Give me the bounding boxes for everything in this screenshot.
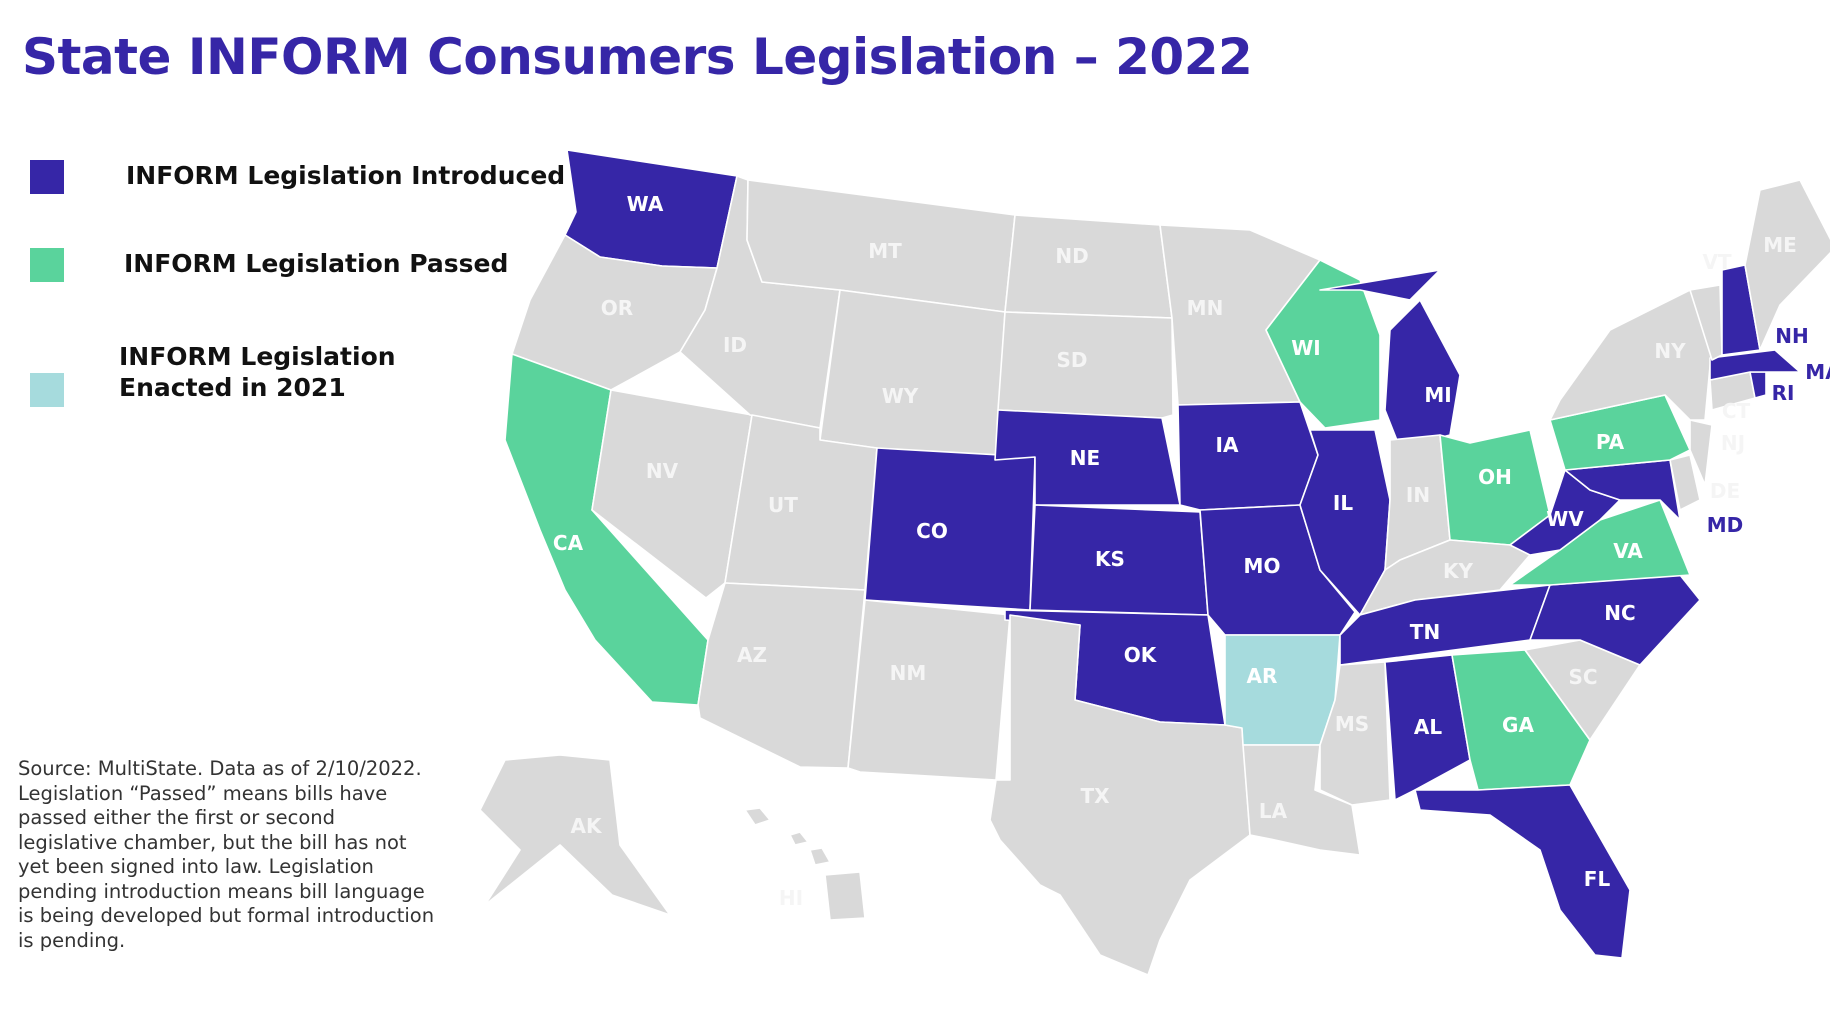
state-label-md: MD [1707, 513, 1744, 537]
state-label-ma: MA [1805, 360, 1830, 384]
state-label-sc: SC [1568, 665, 1597, 689]
state-label-nd: ND [1055, 244, 1088, 268]
state-label-fl: FL [1584, 867, 1611, 891]
legend-swatch-introduced [30, 160, 64, 194]
state-label-ok: OK [1124, 643, 1158, 667]
state-label-id: ID [723, 333, 747, 357]
state-label-mt: MT [868, 239, 902, 263]
state-ak [479, 754, 671, 916]
state-label-va: VA [1613, 539, 1643, 563]
state-label-wy: WY [882, 384, 919, 408]
state-label-ks: KS [1095, 547, 1125, 571]
state-label-la: LA [1259, 799, 1288, 823]
page-title: State INFORM Consumers Legislation – 202… [22, 28, 1253, 86]
state-label-mi: MI [1424, 383, 1451, 407]
state-label-hi: HI [779, 886, 803, 910]
state-wy [819, 289, 1006, 466]
state-me [1744, 179, 1830, 351]
us-map: WA OR CA NV ID MT WY UT AZ CO NM ND SD NE KS OK TX MN IA MO… [479, 149, 1830, 976]
state-ny [1549, 289, 1713, 421]
state-label-wv: WV [1546, 507, 1584, 531]
state-label-nj: NJ [1721, 431, 1745, 455]
state-label-in: IN [1406, 483, 1430, 507]
state-label-tx: TX [1080, 784, 1110, 808]
state-label-wi: WI [1291, 336, 1321, 360]
state-label-il: IL [1333, 491, 1353, 515]
state-label-co: CO [916, 519, 948, 543]
state-label-ca: CA [553, 531, 584, 555]
state-label-nc: NC [1604, 601, 1635, 625]
state-label-tn: TN [1410, 620, 1440, 644]
legend-item-passed: INFORM Legislation Passed [30, 248, 508, 282]
state-la [1242, 744, 1361, 856]
state-label-mn: MN [1187, 296, 1224, 320]
legend-swatch-enacted [30, 373, 64, 407]
state-label-wa: WA [627, 192, 664, 216]
state-fl [1414, 784, 1631, 959]
legend-label-passed: INFORM Legislation Passed [124, 249, 509, 278]
state-label-or: OR [601, 296, 633, 320]
legend-label-introduced: INFORM Legislation Introduced [126, 161, 566, 190]
state-label-ne: NE [1070, 446, 1100, 470]
state-label-ct: CT [1722, 399, 1751, 423]
state-label-az: AZ [737, 643, 767, 667]
state-label-ar: AR [1247, 664, 1278, 688]
state-label-sd: SD [1056, 348, 1087, 372]
legend-label-enacted: INFORM Legislation Enacted in 2021 [119, 342, 396, 402]
state-label-ak: AK [571, 814, 603, 838]
state-sd [997, 311, 1174, 419]
state-label-ut: UT [768, 493, 798, 517]
state-mi [1319, 269, 1461, 449]
state-ar [1224, 634, 1341, 746]
state-nm [847, 599, 1011, 781]
state-hi [744, 807, 866, 921]
state-al [1384, 654, 1471, 801]
state-label-de: DE [1710, 479, 1740, 503]
state-ia [1177, 401, 1319, 511]
state-label-me: ME [1763, 233, 1797, 257]
state-label-vt: VT [1702, 250, 1731, 274]
state-nj [1689, 419, 1713, 486]
state-nv [591, 389, 753, 599]
state-label-ms: MS [1335, 712, 1369, 736]
state-label-ia: IA [1216, 433, 1239, 457]
state-de [1669, 454, 1701, 511]
state-label-nm: NM [890, 661, 927, 685]
state-label-pa: PA [1596, 430, 1625, 454]
state-label-nv: NV [646, 459, 679, 483]
legend-swatch-passed [30, 248, 64, 282]
source-note: Source: MultiState. Data as of 2/10/2022… [18, 757, 435, 952]
state-tx [989, 614, 1251, 976]
state-label-al: AL [1414, 715, 1442, 739]
legend-item-introduced: INFORM Legislation Introduced [30, 160, 565, 194]
state-label-mo: MO [1244, 554, 1281, 578]
state-co [864, 447, 1036, 611]
state-label-ga: GA [1502, 713, 1534, 737]
state-ms [1319, 661, 1391, 806]
state-wi [1265, 259, 1381, 429]
state-label-ri: RI [1772, 381, 1795, 405]
legend-item-enacted: INFORM Legislation Enacted in 2021 [30, 342, 459, 407]
state-label-ny: NY [1654, 339, 1686, 363]
state-ma [1709, 349, 1801, 381]
state-az [697, 582, 866, 769]
state-label-oh: OH [1478, 465, 1512, 489]
state-label-nh: NH [1775, 324, 1808, 348]
state-label-ky: KY [1443, 559, 1473, 583]
